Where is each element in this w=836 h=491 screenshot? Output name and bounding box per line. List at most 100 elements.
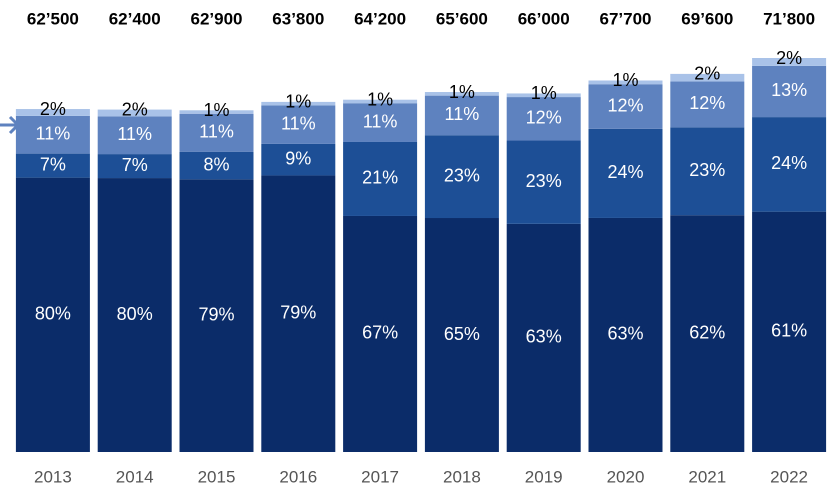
bar-segment (752, 117, 827, 212)
bar-segment (670, 215, 745, 452)
bar-segment (15, 153, 90, 178)
value-label: 1% (367, 89, 393, 109)
total-label: 62’400 (109, 9, 161, 28)
bar-segment (343, 99, 418, 104)
bar-segment (670, 81, 745, 128)
value-label: 11% (199, 121, 234, 141)
value-label: 62% (689, 322, 725, 342)
value-label: 9% (285, 148, 311, 168)
bar-segment (506, 223, 581, 452)
value-label: 13% (771, 80, 807, 100)
bar-segment (261, 101, 336, 106)
value-label: 61% (771, 321, 807, 341)
total-label: 63’800 (272, 9, 324, 28)
value-label: 79% (198, 304, 234, 324)
bar-segment (97, 154, 172, 179)
bar-segment (670, 127, 745, 216)
x-tick-label: 2016 (279, 467, 317, 486)
total-label: 66’000 (518, 9, 570, 28)
value-label: 8% (203, 154, 229, 174)
value-label: 23% (526, 171, 562, 191)
value-label: 11% (117, 124, 152, 144)
bar-segment (15, 177, 90, 452)
bar-segment (179, 110, 254, 114)
value-label: 63% (526, 327, 562, 347)
bar-segment (506, 140, 581, 224)
x-tick-label: 2020 (607, 467, 645, 486)
bar-segment (506, 97, 581, 141)
value-label: 12% (607, 95, 643, 115)
value-label: 1% (203, 100, 229, 120)
value-label: 23% (444, 165, 480, 185)
bar-segment (424, 135, 499, 219)
bar-segment (97, 178, 172, 452)
x-tick-label: 2021 (688, 467, 726, 486)
bar-segment (752, 65, 827, 118)
value-label: 12% (526, 108, 562, 128)
value-label: 24% (771, 153, 807, 173)
bar-segment (424, 95, 499, 136)
bar-segment (343, 103, 418, 142)
value-label: 2% (122, 99, 148, 119)
value-label: 79% (280, 302, 316, 322)
value-label: 80% (35, 304, 71, 324)
value-label: 1% (612, 70, 638, 90)
bar-segment (588, 80, 663, 85)
value-label: 11% (36, 124, 71, 144)
total-label: 67’700 (600, 9, 652, 28)
total-label: 65’600 (436, 9, 488, 28)
x-tick-label: 2017 (361, 467, 399, 486)
bar-segment (179, 151, 254, 180)
value-label: 11% (363, 111, 398, 131)
value-label: 12% (689, 93, 725, 113)
value-label: 11% (281, 113, 316, 133)
value-label: 11% (445, 104, 480, 124)
total-label: 69’600 (681, 9, 733, 28)
bar-segment (588, 84, 663, 129)
x-tick-label: 2015 (198, 467, 236, 486)
value-label: 1% (531, 83, 557, 103)
x-tick-label: 2014 (116, 467, 154, 486)
x-tick-label: 2019 (525, 467, 563, 486)
bar-segment (261, 143, 336, 176)
bar-segment (97, 116, 172, 155)
value-label: 65% (444, 324, 480, 344)
bar-segment (261, 175, 336, 452)
value-label: 67% (362, 323, 398, 343)
bar-segment (179, 113, 254, 152)
x-tick-label: 2013 (34, 467, 72, 486)
value-label: 7% (40, 154, 66, 174)
total-label: 64’200 (354, 9, 406, 28)
bar-segment (424, 218, 499, 452)
bar-segment (179, 179, 254, 452)
value-label: 63% (607, 324, 643, 344)
x-tick-label: 2022 (770, 467, 808, 486)
pointer-arrow (0, 115, 21, 135)
total-label: 62’500 (27, 9, 79, 28)
bar-segment (343, 141, 418, 216)
bar-segment (752, 58, 827, 66)
value-label: 80% (117, 304, 153, 324)
total-label: 71’800 (763, 9, 815, 28)
bar-segment (588, 217, 663, 452)
bar-segment (588, 128, 663, 218)
x-tick-label: 2018 (443, 467, 481, 486)
value-label: 1% (449, 82, 475, 102)
value-label: 2% (694, 64, 720, 84)
bar-segment (752, 211, 827, 452)
bar-segment (343, 215, 418, 452)
value-label: 23% (689, 160, 725, 180)
bar-segment (15, 109, 90, 116)
value-label: 2% (776, 48, 802, 68)
value-label: 2% (40, 99, 66, 119)
value-label: 24% (607, 162, 643, 182)
bar-segment (97, 109, 172, 117)
total-label: 62’900 (191, 9, 243, 28)
bar-segment (506, 93, 581, 98)
value-label: 1% (285, 92, 311, 112)
value-label: 21% (362, 168, 398, 188)
value-label: 7% (122, 155, 148, 175)
bar-segment (261, 105, 336, 144)
bar-segment (15, 115, 90, 154)
